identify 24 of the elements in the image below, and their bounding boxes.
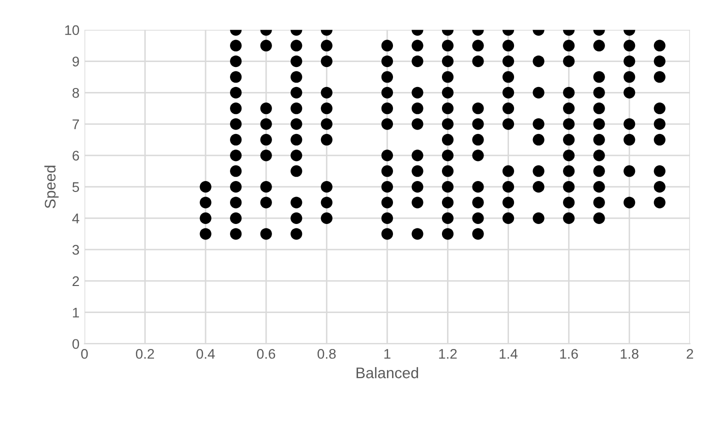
y-tick-label: 0	[72, 339, 80, 349]
x-tick-label: 1.2	[439, 348, 457, 359]
x-axis-title: Balanced	[356, 367, 418, 378]
x-tick-label: 1	[384, 349, 390, 359]
x-tick-label: 1.6	[560, 348, 578, 359]
y-tick-label: 1	[72, 308, 79, 318]
x-tick-label: 2	[686, 348, 694, 359]
y-tick-label: 7	[72, 120, 79, 130]
x-tick-label: 0.2	[136, 348, 154, 359]
y-tick-label: 8	[72, 88, 80, 98]
x-tick-label: 1.4	[500, 349, 518, 359]
y-tick-label: 4	[72, 214, 80, 224]
y-tick-label: 2	[72, 276, 79, 286]
x-tick-label: 0.6	[257, 348, 276, 359]
x-tick-label: 0	[81, 348, 88, 359]
x-tick-label: 0.4	[196, 348, 215, 359]
y-tick-label: 9	[72, 56, 79, 66]
y-axis-title: Speed	[44, 166, 59, 208]
y-tick-label: 3	[72, 244, 80, 255]
y-tick-label: 5	[72, 182, 80, 192]
y-tick-label: 6	[72, 150, 80, 161]
x-tick-label: 0.8	[318, 348, 336, 359]
y-tick-label: 10	[65, 25, 80, 36]
x-tick-label: 1.8	[620, 348, 638, 359]
